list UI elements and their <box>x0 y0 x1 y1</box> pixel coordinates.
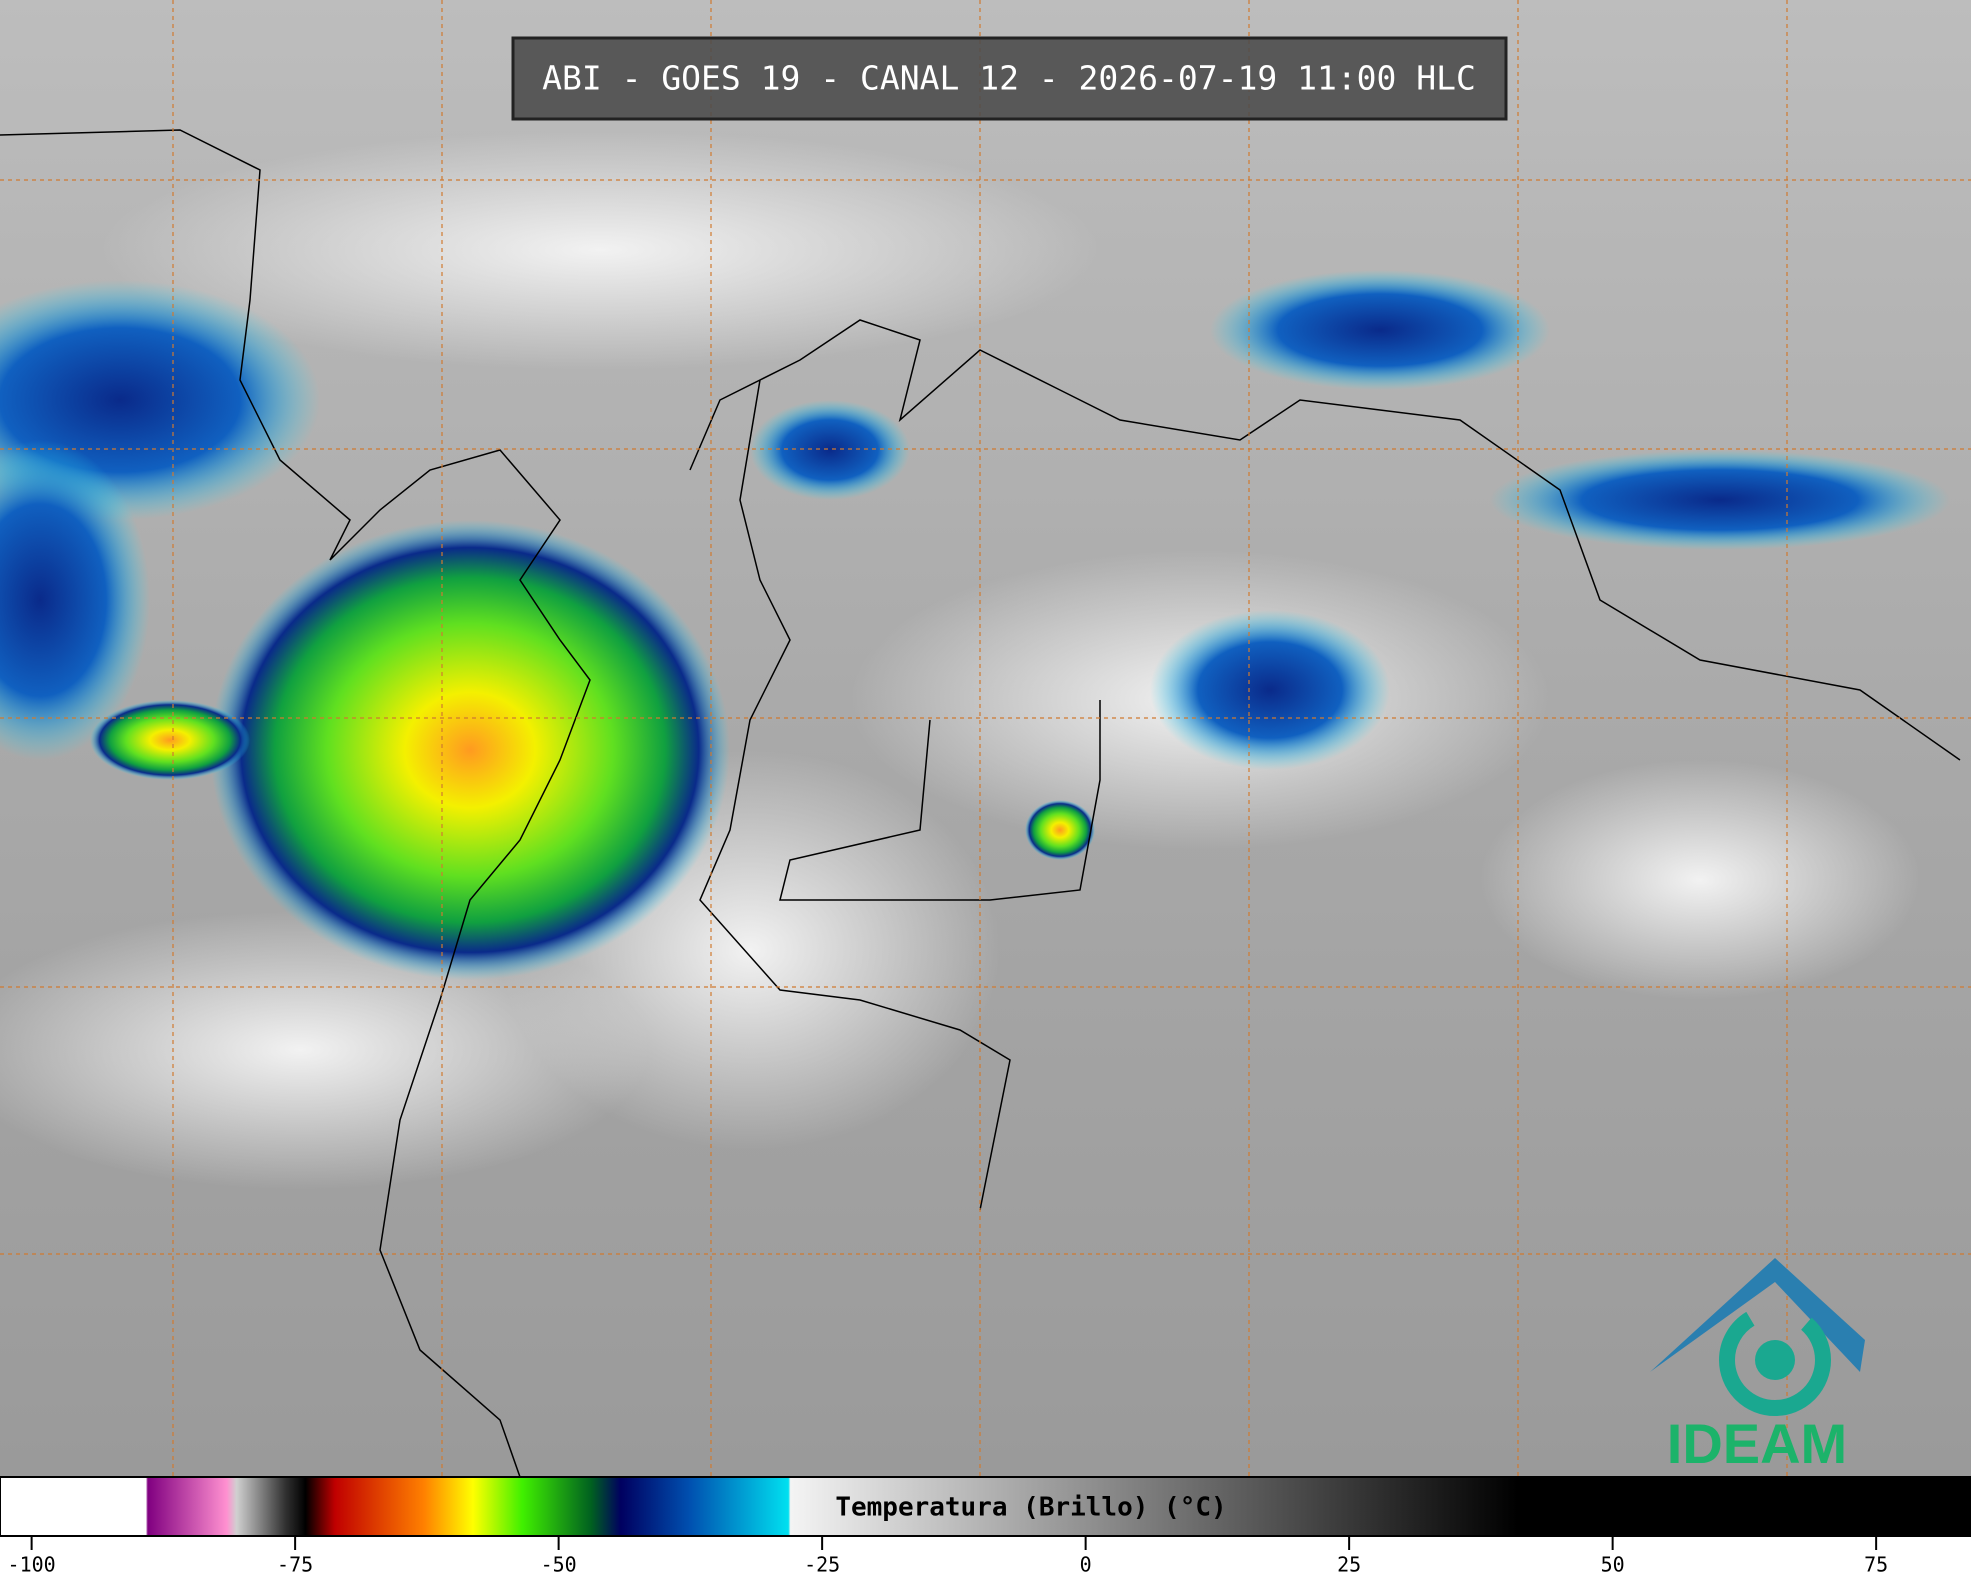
colorbar-ticks: -100 -75 -50 -25 0 25 50 75 <box>8 1536 1888 1577</box>
tick-label: 75 <box>1864 1553 1888 1577</box>
title-box <box>511 36 1508 121</box>
logo-text: IDEAM <box>1667 1412 1847 1475</box>
tick-label: -100 <box>8 1553 56 1577</box>
graticule <box>0 0 1971 1477</box>
tick-label: -25 <box>804 1553 840 1577</box>
colorbar-label: Temperatura (Brillo) (°C) <box>835 1493 1226 1523</box>
tick-label: -50 <box>541 1553 577 1577</box>
tick-label: 50 <box>1601 1553 1625 1577</box>
clouds <box>0 130 1950 1190</box>
borders <box>0 129 1961 1478</box>
tick-label: 0 <box>1080 1553 1092 1577</box>
title: ABI - GOES 19 - CANAL 12 - 2026-07-19 11… <box>542 59 1476 98</box>
colorbar <box>0 1476 1971 1537</box>
tick-label: 25 <box>1337 1553 1361 1577</box>
tick-label: -75 <box>277 1553 313 1577</box>
logo: IDEAM <box>1650 1258 1865 1475</box>
